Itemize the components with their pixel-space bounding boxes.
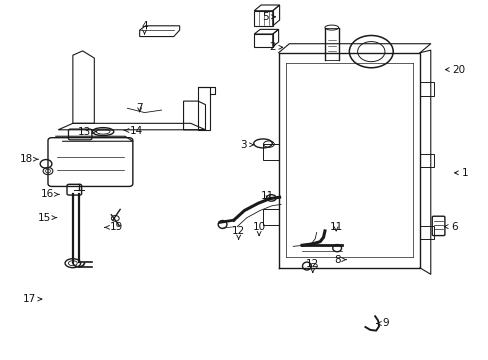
Text: 13: 13 [78,127,97,136]
Text: 17: 17 [22,294,41,304]
Text: 9: 9 [376,319,388,328]
Text: 16: 16 [41,189,59,199]
Text: 1: 1 [454,168,468,178]
Text: 15: 15 [38,213,57,222]
Text: 14: 14 [124,126,142,135]
Text: 19: 19 [104,222,123,232]
Text: 12: 12 [231,226,245,239]
Text: 18: 18 [20,154,38,164]
Text: 11: 11 [329,222,342,232]
Text: 10: 10 [252,222,265,235]
Text: 6: 6 [444,222,457,231]
Text: 8: 8 [333,255,346,265]
Text: 3: 3 [240,140,253,150]
Text: 4: 4 [141,21,147,34]
Text: 2: 2 [269,42,282,52]
Text: 5: 5 [262,12,275,22]
Text: 20: 20 [445,64,465,75]
Text: 11: 11 [261,191,274,201]
Text: 7: 7 [136,103,142,113]
Text: 12: 12 [305,259,319,273]
